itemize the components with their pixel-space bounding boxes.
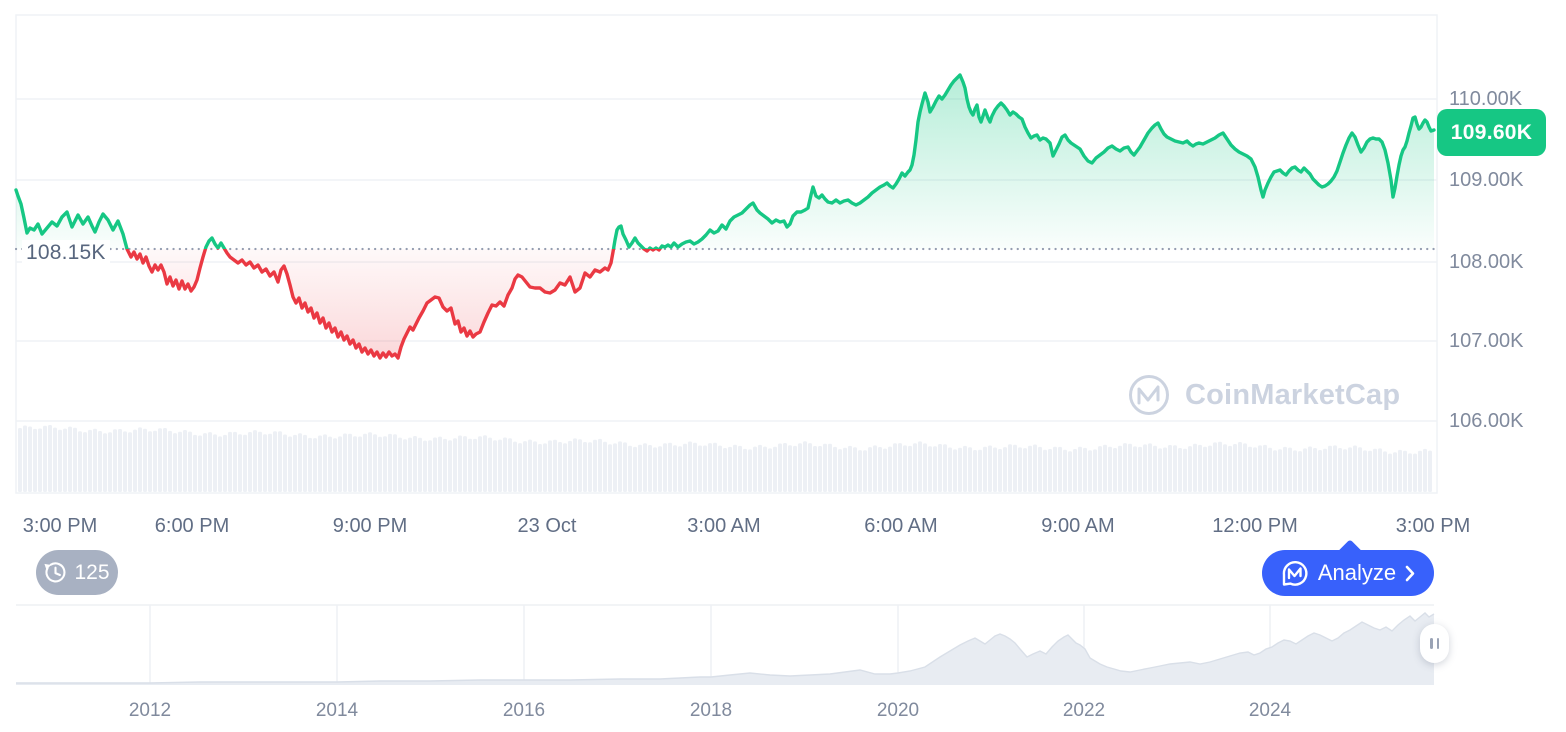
overview-year-label: 2018 <box>689 700 733 721</box>
time-axis-label: 12:00 PM <box>1212 515 1298 537</box>
overview-year-label: 2016 <box>502 700 546 721</box>
range-selector-handle[interactable] <box>1420 624 1449 663</box>
overview-year-label: 2022 <box>1062 700 1106 721</box>
time-axis-label: 6:00 PM <box>154 515 230 537</box>
price-line-up <box>14 73 1436 249</box>
current-price-badge: 109.60K <box>1437 109 1546 156</box>
time-axis-label: 9:00 PM <box>332 515 408 537</box>
chevron-right-icon <box>1405 565 1415 581</box>
price-axis-label: 106.00K <box>1449 410 1524 432</box>
price-axis-label: 110.00K <box>1449 88 1523 110</box>
price-line-down <box>125 249 662 360</box>
overview-year-label: 2020 <box>876 700 920 721</box>
range-selector-chart[interactable] <box>0 600 1566 700</box>
time-axis-label: 23 Oct <box>517 515 577 537</box>
analyze-label: Analyze <box>1317 560 1397 585</box>
time-axis-label: 3:00 PM <box>22 515 98 537</box>
history-clock-icon <box>44 562 66 583</box>
overview-year-label: 2014 <box>315 700 359 721</box>
price-chart-canvas[interactable] <box>0 0 1566 560</box>
price-axis-label: 107.00K <box>1449 330 1524 352</box>
volume-bars <box>18 425 1432 492</box>
time-axis-label: 6:00 AM <box>864 515 938 537</box>
baseline-price-label: 108.15K <box>22 240 110 266</box>
handle-grip-bar <box>1436 638 1439 649</box>
plot-border <box>15 14 1438 494</box>
overview-year-label: 2012 <box>128 700 172 721</box>
time-axis-label: 9:00 AM <box>1041 515 1115 537</box>
history-count: 125 <box>74 560 110 584</box>
overview-area <box>16 613 1434 685</box>
overview-edge <box>16 612 1435 684</box>
handle-grip-bar <box>1430 638 1433 649</box>
overview-year-label: 2024 <box>1248 700 1292 721</box>
history-replay-button[interactable]: 125 <box>36 550 118 595</box>
current-price-value: 109.60K <box>1450 120 1533 144</box>
price-series <box>14 73 1439 360</box>
analyze-button[interactable]: Analyze <box>1262 539 1434 596</box>
time-axis-label: 3:00 PM <box>1395 515 1471 537</box>
price-axis-label: 108.00K <box>1449 251 1524 273</box>
price-axis-label: 109.00K <box>1449 169 1524 191</box>
time-axis-label: 3:00 AM <box>687 515 761 537</box>
analyze-cmc-icon <box>1282 561 1308 586</box>
